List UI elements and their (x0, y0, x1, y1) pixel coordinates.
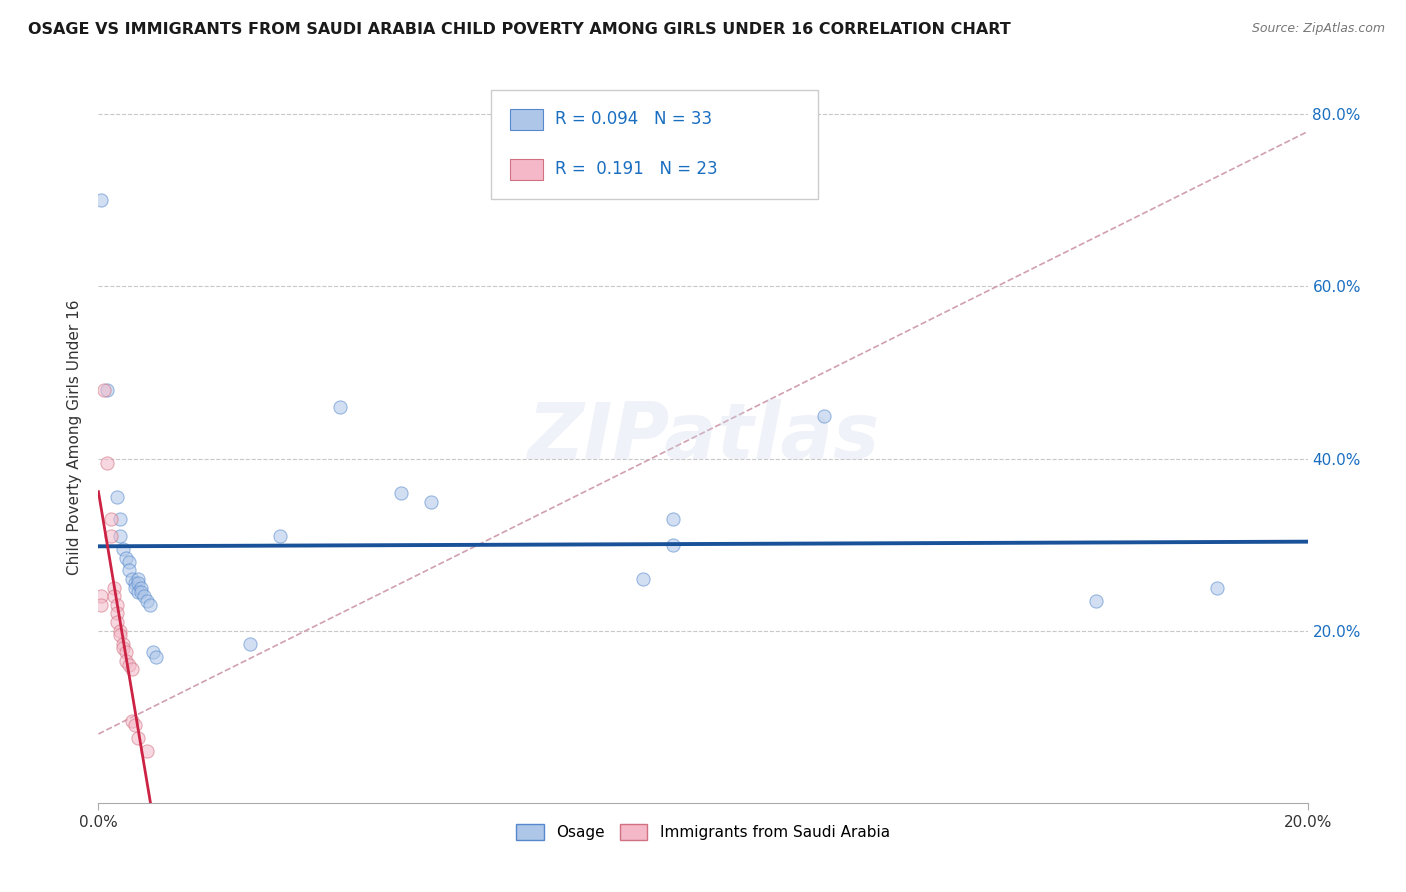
Point (813, 409, 835, 423)
FancyBboxPatch shape (492, 90, 818, 200)
Point (100, 529, 122, 543)
Point (121, 714, 143, 728)
Point (145, 649, 167, 664)
Point (103, 581, 125, 595)
Point (121, 662, 143, 676)
Point (96, 383, 118, 397)
Point (111, 637, 134, 651)
Point (129, 581, 152, 595)
Legend: Osage, Immigrants from Saudi Arabia: Osage, Immigrants from Saudi Arabia (510, 818, 896, 847)
Point (93, 383, 115, 397)
Point (118, 564, 141, 578)
Point (135, 744, 157, 758)
Point (108, 512, 131, 526)
Point (269, 529, 291, 543)
Point (661, 512, 683, 526)
Point (139, 598, 162, 612)
Text: R = 0.094   N = 33: R = 0.094 N = 33 (555, 110, 713, 128)
Point (1085, 593, 1108, 607)
Point (124, 718, 146, 732)
Point (114, 550, 136, 565)
FancyBboxPatch shape (509, 159, 543, 179)
Point (661, 538, 683, 552)
Point (129, 585, 152, 599)
Point (142, 645, 165, 659)
Point (105, 598, 128, 612)
Point (90, 194, 112, 208)
Point (1206, 581, 1229, 595)
Point (111, 541, 134, 556)
Point (105, 607, 128, 621)
Point (96, 456, 118, 470)
Point (105, 615, 128, 629)
Point (124, 576, 146, 591)
Point (132, 589, 155, 603)
Point (124, 581, 146, 595)
Point (329, 400, 352, 414)
Point (118, 658, 141, 673)
Y-axis label: Child Poverty Among Girls Under 16: Child Poverty Among Girls Under 16 (67, 300, 83, 574)
Point (90, 598, 112, 612)
Point (135, 593, 157, 607)
Point (114, 654, 136, 668)
Point (127, 576, 149, 591)
Text: R =  0.191   N = 23: R = 0.191 N = 23 (555, 160, 718, 178)
Point (114, 645, 136, 659)
Point (420, 494, 443, 508)
Point (100, 512, 122, 526)
Point (90, 589, 112, 603)
Point (631, 572, 654, 586)
Point (108, 628, 131, 642)
Point (389, 486, 412, 500)
Point (127, 572, 149, 586)
Text: ZIPatlas: ZIPatlas (527, 399, 879, 475)
Point (127, 731, 149, 746)
Point (108, 529, 131, 543)
Point (127, 585, 149, 599)
FancyBboxPatch shape (509, 110, 543, 130)
Point (239, 637, 262, 651)
Point (118, 555, 141, 569)
Text: Source: ZipAtlas.com: Source: ZipAtlas.com (1251, 22, 1385, 36)
Point (105, 491, 128, 505)
Point (103, 589, 125, 603)
Point (121, 572, 143, 586)
Text: OSAGE VS IMMIGRANTS FROM SAUDI ARABIA CHILD POVERTY AMONG GIRLS UNDER 16 CORRELA: OSAGE VS IMMIGRANTS FROM SAUDI ARABIA CH… (28, 22, 1011, 37)
Point (108, 624, 131, 638)
Point (111, 640, 134, 655)
